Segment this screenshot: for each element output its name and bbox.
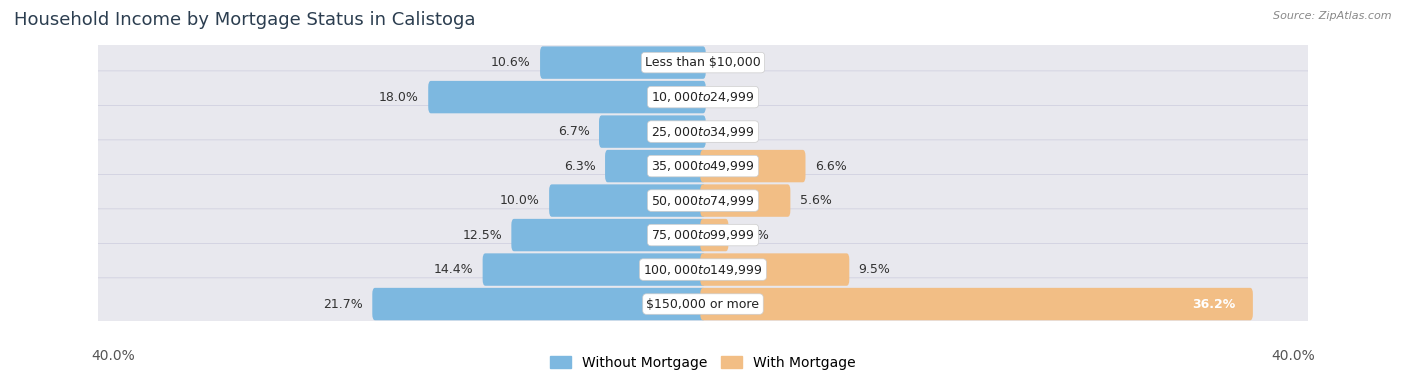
FancyBboxPatch shape <box>550 184 706 217</box>
Text: Source: ZipAtlas.com: Source: ZipAtlas.com <box>1274 11 1392 21</box>
FancyBboxPatch shape <box>482 253 706 286</box>
Text: 10.6%: 10.6% <box>491 56 530 69</box>
Text: 36.2%: 36.2% <box>1192 297 1234 311</box>
FancyBboxPatch shape <box>94 36 1312 89</box>
FancyBboxPatch shape <box>94 209 1312 261</box>
FancyBboxPatch shape <box>700 253 849 286</box>
FancyBboxPatch shape <box>429 81 706 113</box>
FancyBboxPatch shape <box>700 288 1253 320</box>
Text: $75,000 to $99,999: $75,000 to $99,999 <box>651 228 755 242</box>
Text: 12.5%: 12.5% <box>463 229 502 242</box>
Text: 21.7%: 21.7% <box>323 297 363 311</box>
Text: Less than $10,000: Less than $10,000 <box>645 56 761 69</box>
Text: $10,000 to $24,999: $10,000 to $24,999 <box>651 90 755 104</box>
FancyBboxPatch shape <box>540 46 706 79</box>
Text: $50,000 to $74,999: $50,000 to $74,999 <box>651 194 755 208</box>
FancyBboxPatch shape <box>94 278 1312 330</box>
Text: $100,000 to $149,999: $100,000 to $149,999 <box>644 263 762 277</box>
FancyBboxPatch shape <box>700 219 728 251</box>
Text: $150,000 or more: $150,000 or more <box>647 297 759 311</box>
FancyBboxPatch shape <box>94 105 1312 158</box>
Text: 0.0%: 0.0% <box>716 125 747 138</box>
Text: 1.5%: 1.5% <box>738 229 769 242</box>
Text: 10.0%: 10.0% <box>501 194 540 207</box>
Legend: Without Mortgage, With Mortgage: Without Mortgage, With Mortgage <box>544 350 862 375</box>
FancyBboxPatch shape <box>599 115 706 148</box>
Text: 14.4%: 14.4% <box>433 263 474 276</box>
FancyBboxPatch shape <box>605 150 706 182</box>
FancyBboxPatch shape <box>94 174 1312 227</box>
Text: 40.0%: 40.0% <box>91 349 135 363</box>
Text: 0.0%: 0.0% <box>716 91 747 104</box>
Text: $25,000 to $34,999: $25,000 to $34,999 <box>651 125 755 139</box>
Text: 6.3%: 6.3% <box>564 160 596 173</box>
Text: 6.7%: 6.7% <box>558 125 589 138</box>
FancyBboxPatch shape <box>373 288 706 320</box>
Text: $35,000 to $49,999: $35,000 to $49,999 <box>651 159 755 173</box>
FancyBboxPatch shape <box>512 219 706 251</box>
Text: 5.6%: 5.6% <box>800 194 831 207</box>
Text: Household Income by Mortgage Status in Calistoga: Household Income by Mortgage Status in C… <box>14 11 475 29</box>
Text: 40.0%: 40.0% <box>1271 349 1315 363</box>
FancyBboxPatch shape <box>700 184 790 217</box>
FancyBboxPatch shape <box>94 140 1312 192</box>
Text: 9.5%: 9.5% <box>859 263 890 276</box>
Text: 18.0%: 18.0% <box>380 91 419 104</box>
FancyBboxPatch shape <box>700 150 806 182</box>
Text: 6.6%: 6.6% <box>815 160 846 173</box>
FancyBboxPatch shape <box>94 71 1312 123</box>
Text: 0.0%: 0.0% <box>716 56 747 69</box>
FancyBboxPatch shape <box>94 243 1312 296</box>
